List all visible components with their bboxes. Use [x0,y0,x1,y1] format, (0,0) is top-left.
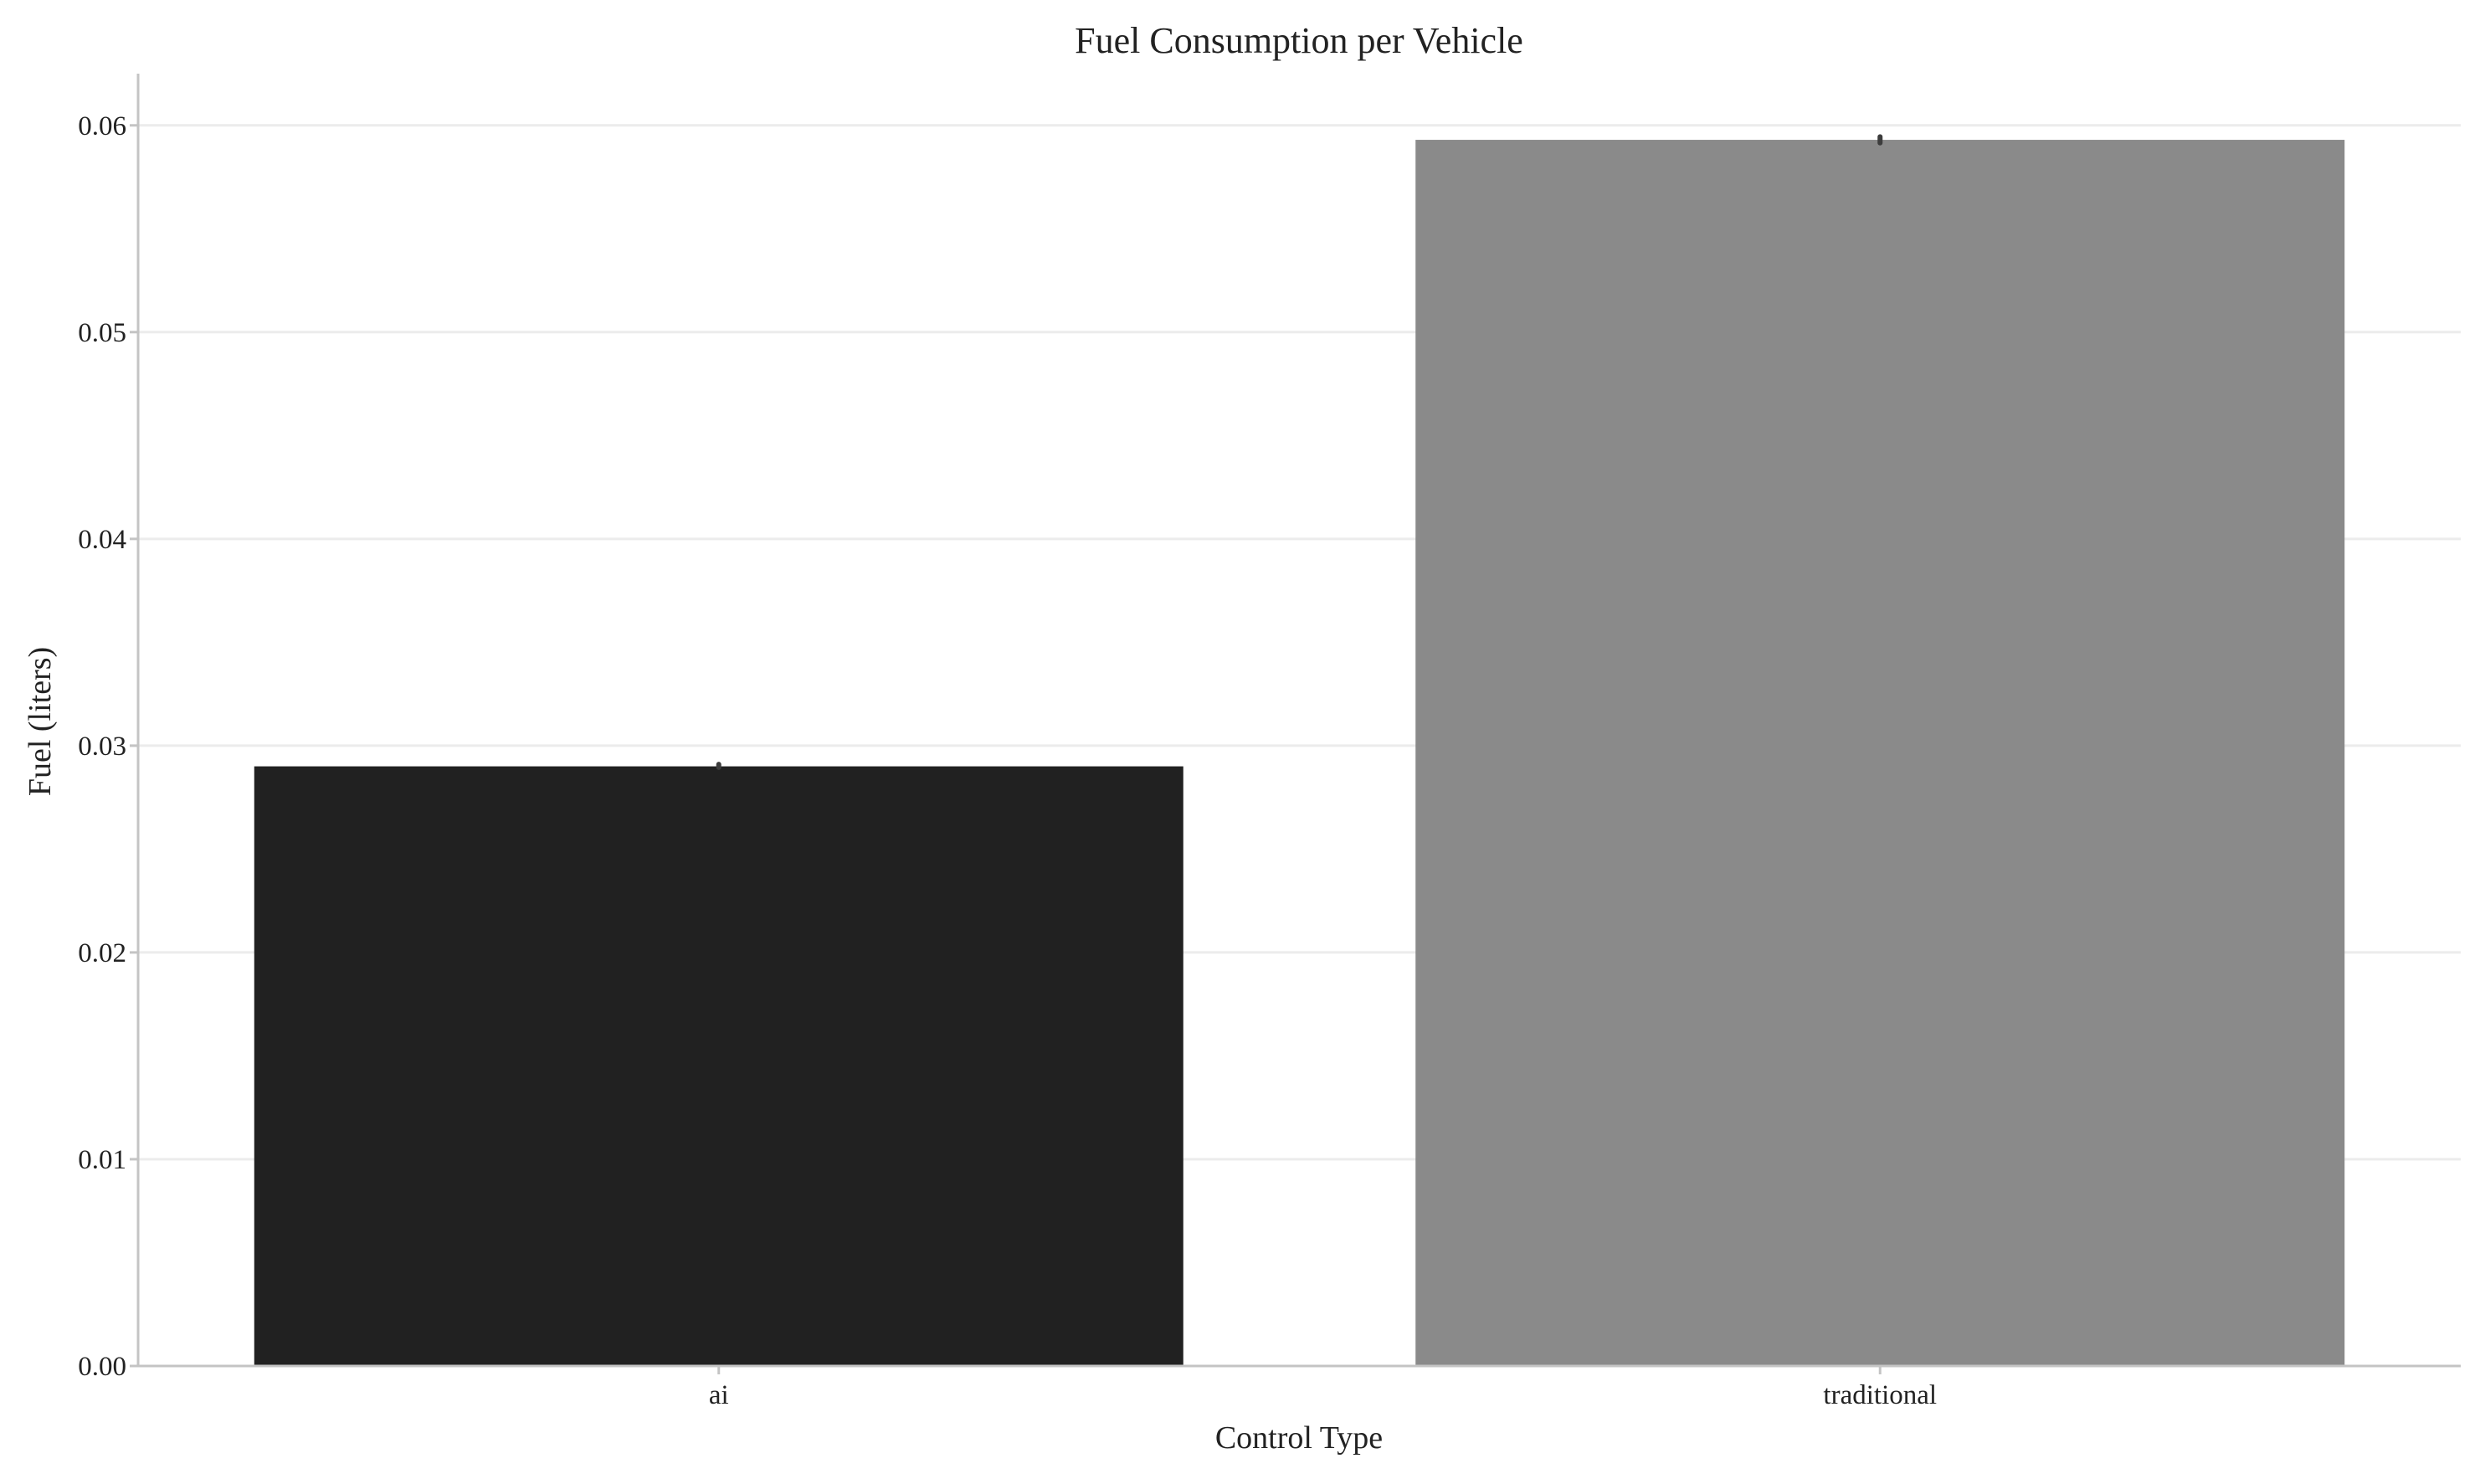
bar-traditional [1415,140,2345,1367]
bars [254,140,2345,1367]
chart-title: Fuel Consumption per Vehicle [1075,20,1523,61]
y-tick-label-0: 0.00 [78,1352,126,1382]
x-axis-label: Control Type [1215,1420,1383,1456]
y-tick-label-4: 0.04 [78,525,126,555]
y-tick-label-6: 0.06 [78,111,126,141]
bar-ai [254,766,1183,1366]
error-bars [716,134,1883,770]
y-tick-label-5: 0.05 [78,318,126,348]
y-tick-label-2: 0.02 [78,938,126,968]
x-tick-label-traditional: traditional [1823,1380,1937,1410]
y-tick-label-3: 0.03 [78,732,126,762]
x-tick-label-ai: ai [709,1380,729,1410]
y-tick-label-1: 0.01 [78,1145,126,1175]
y-axis-label: Fuel (liters) [23,647,58,796]
axes [136,74,2461,1368]
x-ticks: ai traditional [709,1366,1937,1410]
y-ticks: 0.00 0.01 0.02 0.03 0.04 0.05 0.06 [78,111,138,1382]
